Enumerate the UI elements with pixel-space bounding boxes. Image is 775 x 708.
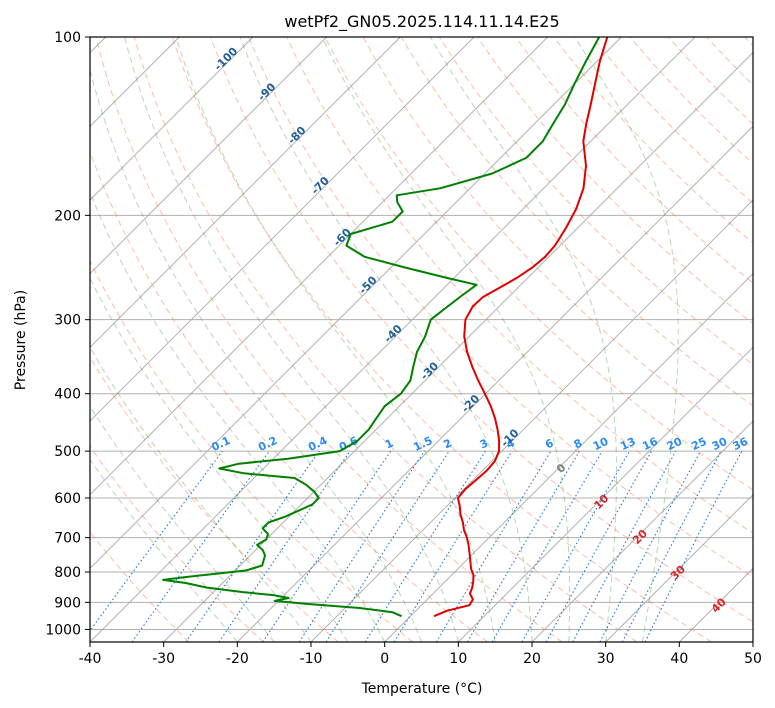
isotherm-gridline	[90, 37, 622, 569]
x-tick-label: -10	[300, 651, 323, 667]
mixing-ratio-line	[185, 450, 320, 642]
moist-adiabat	[90, 190, 386, 642]
dry-adiabat	[90, 259, 414, 642]
mixing-ratio-line	[218, 450, 351, 642]
mixing-ratio-line	[90, 450, 223, 632]
mixing-ratio-label: 10	[591, 435, 611, 453]
moist-adiabat	[429, 37, 617, 642]
mixing-ratio-label: 30	[710, 435, 730, 453]
moist-adiabat	[573, 37, 679, 642]
x-tick-label: 10	[449, 651, 467, 667]
mixing-ratio-line	[393, 450, 513, 642]
sounding-traces	[162, 37, 609, 618]
isotherm-gridline	[384, 273, 753, 642]
isotherm-gridline	[90, 37, 475, 422]
isotherm-gridline	[90, 37, 254, 201]
mixing-ratio-label: 13	[618, 435, 637, 453]
dry-adiabat	[95, 37, 563, 642]
dry-adiabat	[171, 37, 712, 642]
mixing-ratio-line	[467, 450, 580, 642]
dry-adiabat	[90, 445, 264, 642]
mixing-ratio-line	[435, 450, 552, 642]
chart-title: wetPf2_GN05.2025.114.11.14.E25	[284, 12, 559, 32]
y-tick-label: 200	[54, 208, 81, 224]
dry-adiabat	[591, 37, 753, 204]
y-tick-label: 300	[54, 313, 81, 329]
isotherm-gridline	[90, 37, 696, 642]
x-tick-label: -40	[79, 651, 102, 667]
mixing-ratio-label: 20	[665, 435, 685, 453]
dry-adiabat	[400, 37, 753, 407]
isotherm-gridline	[90, 37, 401, 348]
mixing-ratio-line	[545, 450, 653, 642]
isotherm-gridline	[237, 125, 753, 642]
isotherm-gridline	[531, 420, 753, 642]
mixing-ratio-line	[491, 450, 603, 642]
y-tick-label: 600	[54, 491, 81, 507]
moist-adiabat	[124, 37, 459, 642]
isotherm-gridline	[310, 199, 753, 642]
moist-adiabat	[90, 458, 238, 642]
y-tick-label: 500	[54, 444, 81, 460]
mixing-ratio-line	[364, 450, 486, 642]
isotherm-gridline	[90, 37, 548, 496]
mixing-ratio-line	[325, 450, 450, 642]
dewpoint-trace	[162, 37, 601, 618]
y-tick-label: 700	[54, 531, 81, 547]
dry-adiabat	[324, 37, 753, 491]
plot-frame	[89, 36, 754, 643]
x-axis: -40 -30 -20 -10 0 10 20 30 40 50	[79, 642, 762, 667]
x-tick-label: -30	[152, 651, 175, 667]
dry-adiabat	[248, 37, 753, 578]
moist-adiabat	[321, 37, 571, 642]
mixing-ratio-line	[521, 450, 630, 642]
y-tick-label: 1000	[45, 622, 81, 638]
moist-adiabat	[90, 67, 422, 642]
y-tick-label: 100	[54, 30, 81, 46]
x-tick-label: 50	[744, 651, 762, 667]
dry-adiabat	[515, 37, 753, 284]
y-axis: 100 200 300 400 500 600 700 800 900 1000	[45, 30, 90, 638]
y-tick-label: 900	[54, 595, 81, 611]
dry-adiabat	[629, 37, 753, 165]
mixing-ratio-line	[131, 450, 270, 642]
mixing-ratio-line	[572, 450, 677, 642]
x-tick-label: 20	[523, 651, 541, 667]
moist-adiabat	[90, 276, 349, 642]
isotherm-gridline	[605, 494, 753, 642]
dry-adiabat	[477, 37, 753, 325]
y-tick-label: 800	[54, 565, 81, 581]
dry-adiabat	[210, 37, 753, 623]
mixing-ratio-label: 36	[731, 435, 751, 453]
moist-adiabat	[175, 37, 496, 642]
moist-adiabat	[239, 37, 533, 642]
dry-adiabat	[133, 37, 638, 642]
x-tick-label: -20	[226, 651, 249, 667]
x-tick-label: 40	[670, 651, 688, 667]
temperature-trace	[433, 37, 609, 618]
mixing-ratio-label: 25	[689, 435, 708, 453]
isotherm-gridline	[458, 346, 753, 642]
moist-adiabat	[90, 405, 275, 642]
x-tick-label: 0	[380, 651, 389, 667]
mixing-ratio-label: 16	[640, 435, 660, 453]
dry-adiabat	[362, 37, 753, 449]
y-axis-label: Pressure (hPa)	[13, 290, 29, 390]
y-tick-label: 400	[54, 387, 81, 403]
isotherm-gridline	[90, 37, 327, 275]
x-tick-label: 30	[597, 651, 615, 667]
x-axis-label: Temperature (°C)	[361, 681, 483, 697]
